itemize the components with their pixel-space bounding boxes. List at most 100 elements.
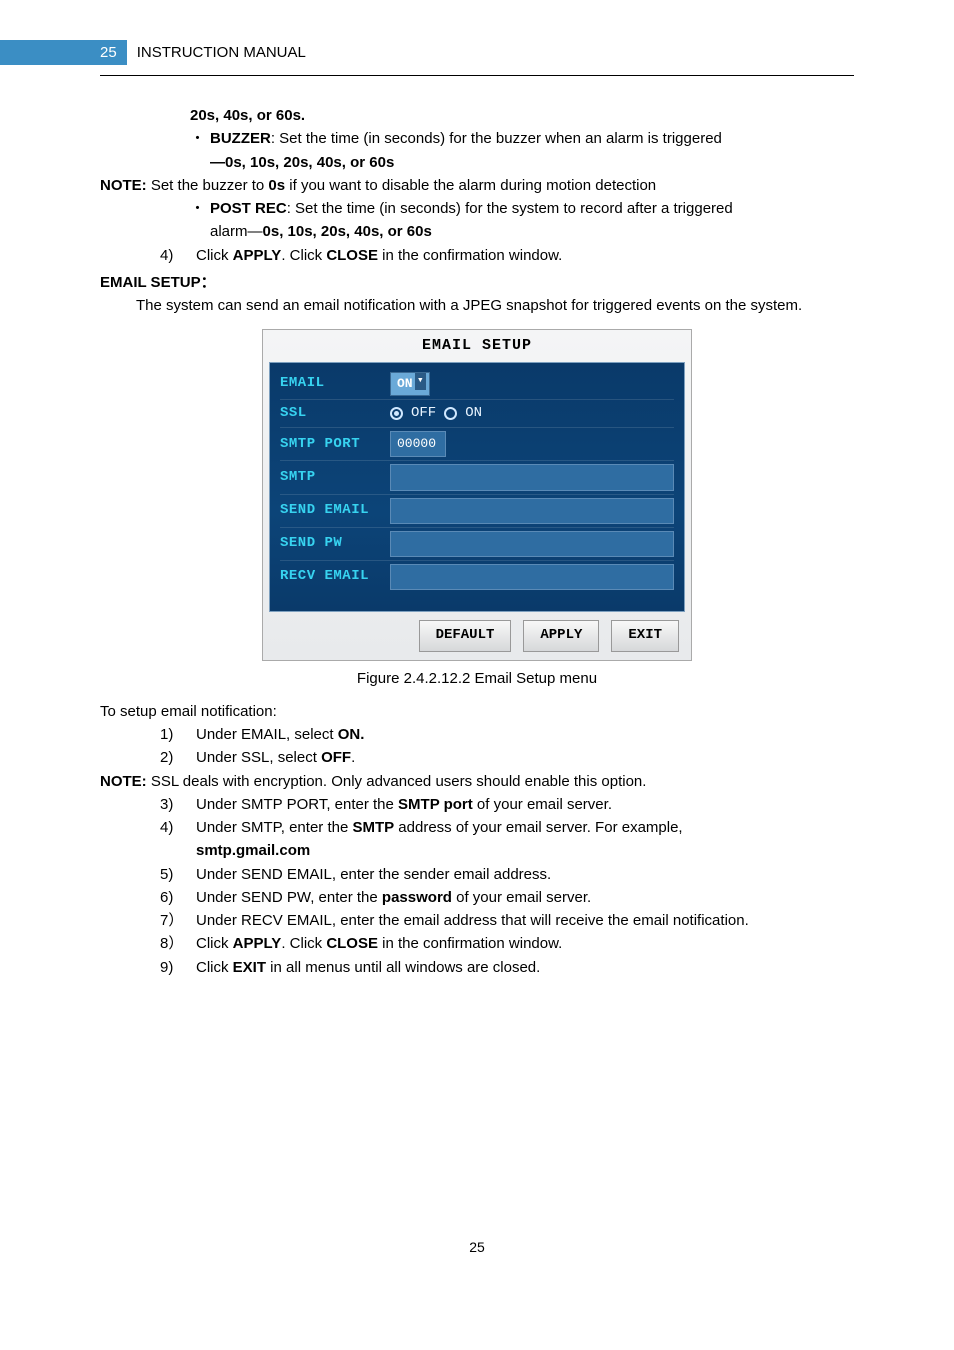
step-4b: 4) Under SMTP, enter the SMTP address of… bbox=[160, 816, 854, 863]
row-send-email: SEND EMAIL bbox=[280, 495, 674, 528]
s9-num: 9) bbox=[160, 956, 196, 979]
s2b: OFF bbox=[321, 749, 351, 766]
s2c: . bbox=[351, 749, 355, 766]
bullet-buzzer: ・ BUZZER: Set the time (in seconds) for … bbox=[100, 127, 854, 150]
smtp-port-input[interactable]: 00000 bbox=[390, 431, 446, 457]
row-send-pw: SEND PW bbox=[280, 528, 674, 561]
s6a: Under SEND PW, enter the bbox=[196, 889, 382, 906]
step4-body: Click APPLY. Click CLOSE in the confirma… bbox=[196, 244, 854, 267]
label-smtp: SMTP bbox=[280, 467, 390, 489]
postrec-line: POST REC: Set the time (in seconds) for … bbox=[210, 197, 854, 220]
step-9: 9) Click EXIT in all menus until all win… bbox=[160, 956, 854, 979]
buzzer-line: BUZZER: Set the time (in seconds) for th… bbox=[210, 127, 854, 150]
s8b: APPLY bbox=[233, 935, 282, 952]
setup-lead: To setup email notification: bbox=[100, 700, 854, 723]
label-send-email: SEND EMAIL bbox=[280, 500, 390, 522]
ssl-off-label: OFF bbox=[411, 403, 436, 425]
s4d2: smtp.gmail.com bbox=[196, 842, 310, 859]
note1-text: Set the buzzer to bbox=[147, 177, 269, 194]
email-setup-dialog: EMAIL SETUP EMAIL ON SSL OFF ON bbox=[262, 329, 692, 660]
step-2: 2) Under SSL, select OFF. bbox=[160, 746, 854, 769]
header-page-number: 25 bbox=[0, 40, 127, 65]
line-20s: 20s, 40s, or 60s. bbox=[100, 104, 854, 127]
label-email: EMAIL bbox=[280, 373, 390, 395]
s8d: CLOSE bbox=[326, 935, 378, 952]
s5-body: Under SEND EMAIL, enter the sender email… bbox=[196, 863, 854, 886]
buzzer-label: BUZZER bbox=[210, 130, 271, 147]
row-recv-email: RECV EMAIL bbox=[280, 561, 674, 593]
field-send-email bbox=[390, 498, 674, 524]
ssl-off-radio[interactable] bbox=[390, 407, 403, 420]
buzzer-opts-line: —0s, 10s, 20s, 40s, or 60s bbox=[100, 151, 854, 174]
postrec-label: POST REC bbox=[210, 200, 287, 217]
email-select[interactable]: ON bbox=[390, 372, 430, 396]
apply-button[interactable]: APPLY bbox=[523, 620, 599, 652]
bullet-postrec: ・ POST REC: Set the time (in seconds) fo… bbox=[100, 197, 854, 220]
s8-num: 8） bbox=[160, 932, 196, 955]
page: 25 INSTRUCTION MANUAL 20s, 40s, or 60s. … bbox=[0, 0, 954, 1295]
row-smtp: SMTP bbox=[280, 461, 674, 494]
note2-lead: NOTE: bbox=[100, 773, 147, 790]
s2-body: Under SSL, select OFF. bbox=[196, 746, 854, 769]
s3a: Under SMTP PORT, enter the bbox=[196, 796, 398, 813]
bullet-dot: ・ bbox=[190, 127, 210, 150]
note1-bold: 0s bbox=[268, 177, 285, 194]
field-send-pw bbox=[390, 531, 674, 557]
note1-tail: if you want to disable the alarm during … bbox=[285, 177, 656, 194]
send-email-input[interactable] bbox=[390, 498, 674, 524]
step-6: 6) Under SEND PW, enter the password of … bbox=[160, 886, 854, 909]
row-email: EMAIL ON bbox=[280, 369, 674, 400]
text-20s: 20s, 40s, or 60s. bbox=[190, 107, 305, 124]
step-1: 1) Under EMAIL, select ON. bbox=[160, 723, 854, 746]
label-send-pw: SEND PW bbox=[280, 533, 390, 555]
dialog-title: EMAIL SETUP bbox=[263, 330, 691, 361]
send-pw-input[interactable] bbox=[390, 531, 674, 557]
s3c: of your email server. bbox=[473, 796, 612, 813]
ssl-on-label: ON bbox=[465, 403, 482, 425]
row-ssl: SSL OFF ON bbox=[280, 400, 674, 429]
step-4-wrap: 4) Click APPLY. Click CLOSE in the confi… bbox=[100, 244, 854, 267]
buzzer-opts: —0s, 10s, 20s, 40s, or 60s bbox=[210, 154, 394, 171]
s5-num: 5) bbox=[160, 863, 196, 886]
steps-list: 1) Under EMAIL, select ON. 2) Under SSL,… bbox=[100, 723, 854, 770]
s6b: password bbox=[382, 889, 452, 906]
s8a: Click bbox=[196, 935, 233, 952]
step-7: 7） Under RECV EMAIL, enter the email add… bbox=[160, 909, 854, 932]
s7-num: 7） bbox=[160, 909, 196, 932]
step-3: 3) Under SMTP PORT, enter the SMTP port … bbox=[160, 793, 854, 816]
footer-page-number: 25 bbox=[100, 1239, 854, 1255]
postrec-text: : Set the time (in seconds) for the syst… bbox=[287, 200, 733, 217]
ssl-on-radio[interactable] bbox=[444, 407, 457, 420]
label-recv-email: RECV EMAIL bbox=[280, 566, 390, 588]
s1-body: Under EMAIL, select ON. bbox=[196, 723, 854, 746]
postrec-line2-b: 0s, 10s, 20s, 40s, or 60s bbox=[263, 223, 432, 240]
s9-body: Click EXIT in all menus until all window… bbox=[196, 956, 854, 979]
smtp-input[interactable] bbox=[390, 464, 674, 490]
exit-button[interactable]: EXIT bbox=[611, 620, 679, 652]
note1-lead: NOTE: bbox=[100, 177, 147, 194]
s4c: . Click bbox=[281, 247, 326, 264]
buzzer-text: : Set the time (in seconds) for the buzz… bbox=[271, 130, 722, 147]
s6c: of your email server. bbox=[452, 889, 591, 906]
s8-body: Click APPLY. Click CLOSE in the confirma… bbox=[196, 932, 854, 955]
s1a: Under EMAIL, select bbox=[196, 726, 338, 743]
step-8: 8） Click APPLY. Click CLOSE in the confi… bbox=[160, 932, 854, 955]
recv-email-input[interactable] bbox=[390, 564, 674, 590]
label-smtp-port: SMTP PORT bbox=[280, 434, 390, 456]
figure-caption: Figure 2.4.2.12.2 Email Setup menu bbox=[100, 667, 854, 690]
email-intro: The system can send an email notificatio… bbox=[100, 294, 854, 317]
header-title: INSTRUCTION MANUAL bbox=[127, 40, 316, 65]
s6-body: Under SEND PW, enter the password of you… bbox=[196, 886, 854, 909]
postrec-line2: alarm—0s, 10s, 20s, 40s, or 60s bbox=[100, 220, 854, 243]
label-ssl: SSL bbox=[280, 403, 390, 425]
page-header: 25 INSTRUCTION MANUAL bbox=[100, 40, 854, 65]
s1b: ON. bbox=[338, 726, 365, 743]
email-setup-heading: EMAIL SETUP： bbox=[100, 271, 854, 294]
dialog-buttons: DEFAULT APPLY EXIT bbox=[263, 612, 691, 660]
s9c: in all menus until all windows are close… bbox=[266, 959, 540, 976]
step-4: 4) Click APPLY. Click CLOSE in the confi… bbox=[160, 244, 854, 267]
s2a: Under SSL, select bbox=[196, 749, 321, 766]
s4-body: Under SMTP, enter the SMTP address of yo… bbox=[196, 816, 854, 863]
s4-num: 4) bbox=[160, 816, 196, 863]
default-button[interactable]: DEFAULT bbox=[419, 620, 512, 652]
